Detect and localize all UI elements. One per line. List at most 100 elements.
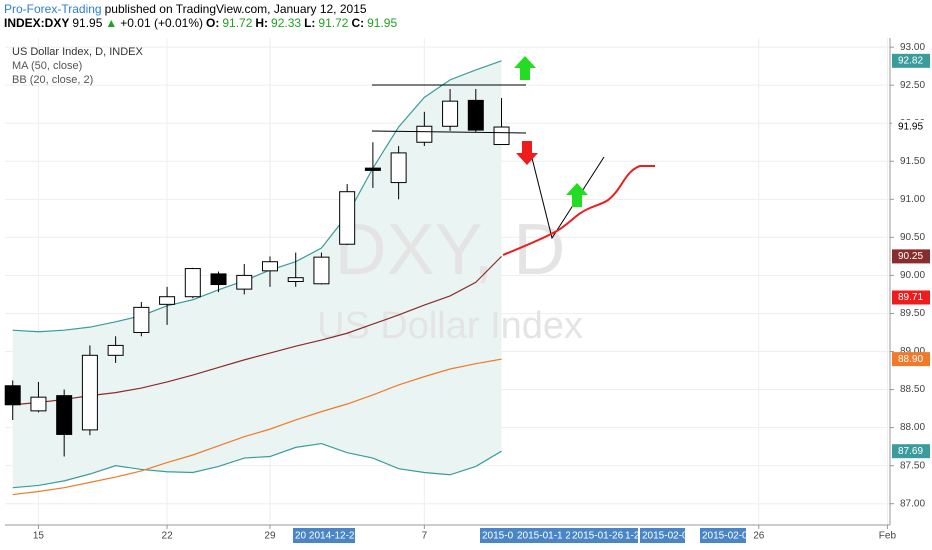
x-tick-label: 15: [33, 531, 45, 542]
x-tick-label: Feb: [879, 531, 897, 542]
price-badge-label: 91.95: [898, 122, 923, 133]
price-badge-label: 89.71: [898, 292, 923, 303]
candle-body: [313, 256, 330, 285]
down-arrow: [516, 141, 538, 165]
band-area: [12, 60, 502, 488]
candle-body: [30, 396, 47, 412]
x-highlight-label: 2015-02-04: [702, 531, 754, 542]
y-tick-label: 93.00: [900, 42, 925, 53]
l: 91.72: [318, 16, 349, 30]
candle-body: [287, 277, 304, 282]
y-tick-label: 91.00: [900, 194, 925, 205]
change: +0.01 (+0.01%): [120, 16, 203, 30]
y-tick-label: 91.50: [900, 156, 925, 167]
x-highlight: [623, 528, 638, 543]
projection-curve: [502, 165, 655, 256]
x-highlight-label: 2015-01-1 20: [517, 531, 577, 542]
symbol: INDEX:DXY: [4, 16, 70, 30]
candle-body: [159, 296, 176, 305]
arrow: ▲: [105, 16, 118, 30]
y-tick-label: 90.50: [900, 232, 925, 243]
drawings: [371, 56, 655, 256]
up-arrow: [566, 183, 588, 207]
published: published on TradingView.com, January 12…: [104, 2, 367, 16]
watermark: US Dollar Index: [317, 305, 583, 347]
candle-body: [493, 126, 510, 146]
x-highlight-label: 2015-02-03: [642, 531, 694, 542]
x-highlight: [480, 528, 515, 543]
header-line: Pro-Forex-Trading published on TradingVie…: [4, 2, 400, 16]
y-tick-label: 88.00: [900, 422, 925, 433]
candle-body: [416, 125, 433, 143]
o: 91.72: [222, 16, 253, 30]
overlay-line: [12, 60, 502, 333]
candle-body: [236, 274, 253, 290]
x-tick-label: 26: [753, 531, 765, 542]
y-tick-label: 89.50: [900, 308, 925, 319]
x-tick-label: 7: [422, 531, 428, 542]
y-tick-label: 92.50: [900, 80, 925, 91]
price-badge: [892, 352, 930, 367]
candle-body: [81, 354, 98, 431]
x-highlight-label: 2015-01-26: [572, 531, 624, 542]
price-badge: [892, 53, 930, 68]
h-label: H:: [255, 16, 269, 30]
price-badge-label: 87.69: [898, 446, 923, 457]
price-badge: [892, 249, 930, 264]
x-highlight: [570, 528, 630, 543]
y-tick-label: 90.00: [900, 270, 925, 281]
candle-body: [133, 306, 150, 333]
y-tick-label: 87.00: [900, 498, 925, 509]
o-label: O:: [206, 16, 220, 30]
x-tick-label: 29: [264, 531, 276, 542]
indicator-label: US Dollar Index, D, INDEX: [12, 46, 143, 58]
band-fill: [12, 60, 502, 488]
candles: [4, 88, 510, 457]
x-highlight: [515, 528, 570, 543]
trend-line: [371, 130, 527, 134]
price-badge-label: 88.90: [898, 354, 923, 365]
x-highlight: [700, 528, 746, 543]
y-tick-label: 89.00: [900, 346, 925, 357]
x-highlight-label: 2015-0: [482, 531, 514, 542]
candle-body: [442, 100, 459, 127]
l-label: L:: [304, 16, 316, 30]
publisher[interactable]: Pro-Forex-Trading: [4, 2, 102, 16]
c: 91.95: [367, 16, 398, 30]
header: Pro-Forex-Trading published on TradingVie…: [4, 2, 400, 30]
candle-body: [56, 395, 73, 435]
price-badge-label: 90.25: [898, 251, 923, 262]
x-highlight: [640, 528, 685, 543]
y-tick-label: 87.50: [900, 460, 925, 471]
price-badge: [892, 290, 930, 305]
candle-body: [184, 268, 201, 298]
header-line: INDEX:DXY 91.95 ▲ +0.01 (+0.01%) O: 91.72 H: 92…: [4, 16, 400, 30]
overlay-line: [12, 442, 502, 489]
x-highlight-label: 20 2014-12-29: [295, 531, 360, 542]
overlay-line: [12, 358, 502, 496]
indicator-label: BB (20, close, 2): [12, 74, 93, 86]
h: 92.33: [271, 16, 302, 30]
price-badge: [892, 444, 930, 459]
candle-body: [261, 261, 278, 272]
candle-body: [390, 152, 407, 184]
projection-line: [531, 156, 605, 240]
price-badge-label: 92.82: [898, 55, 923, 66]
x-tick-label: 22: [162, 531, 174, 542]
indicator-label: MA (50, close): [12, 60, 82, 72]
watermark: DXY, D: [335, 210, 566, 290]
x-highlight-label: 1-2: [625, 531, 640, 542]
y-tick-label: 88.50: [900, 384, 925, 395]
axes: 87.00 87.50 88.00 88.50 89.00 89.50 90.00 90.50…: [33, 42, 930, 543]
candle-body: [4, 385, 21, 406]
candle-body: [339, 191, 356, 245]
candle-body: [210, 273, 227, 286]
last: 91.95: [72, 16, 103, 30]
up-arrow: [514, 56, 536, 80]
candle-body: [467, 99, 484, 131]
c-label: C:: [351, 16, 365, 30]
candle-body: [364, 167, 381, 171]
price-badge: [892, 120, 930, 135]
